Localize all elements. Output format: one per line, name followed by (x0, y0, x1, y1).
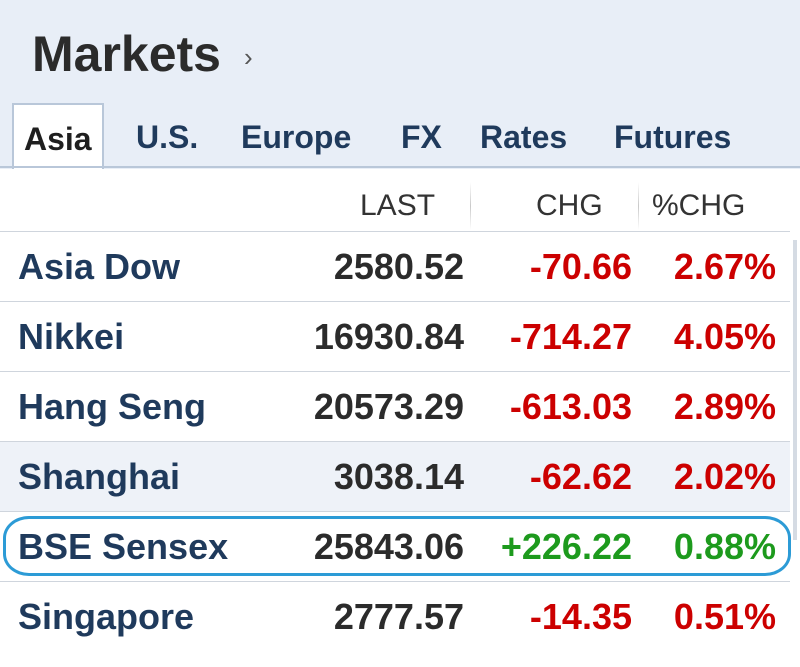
column-divider (638, 182, 639, 230)
column-header-last: LAST (360, 189, 436, 222)
change-value: -14.35 (529, 596, 632, 637)
table-row[interactable]: Shanghai 3038.14 -62.62 2.02% (0, 441, 790, 512)
last-value: 3038.14 (333, 456, 464, 497)
tab-rates[interactable]: Rates (480, 119, 568, 155)
table-row[interactable]: Asia Dow 2580.52 -70.66 2.67% (0, 231, 790, 302)
last-value: 25843.06 (313, 526, 464, 567)
index-name[interactable]: Shanghai (18, 456, 181, 497)
change-value: -613.03 (509, 386, 632, 427)
chevron-right-icon[interactable]: › (244, 42, 253, 72)
highlight-outline (3, 516, 791, 576)
index-name[interactable]: Nikkei (18, 316, 125, 357)
tab-europe[interactable]: Europe (241, 119, 352, 155)
markets-header: Markets › Asia U.S. Europe FX Rates Futu… (0, 0, 800, 169)
change-value: -70.66 (529, 246, 632, 287)
last-value: 2777.57 (333, 596, 464, 637)
last-value: 20573.29 (313, 386, 464, 427)
index-name[interactable]: Hang Seng (18, 386, 207, 427)
column-divider (470, 182, 471, 230)
tab-fx[interactable]: FX (401, 119, 442, 155)
percent-change-value: 2.89% (673, 386, 776, 427)
change-value: -714.27 (509, 316, 632, 357)
table-row[interactable]: Singapore 2777.57 -14.35 0.51% (0, 581, 790, 652)
last-value: 2580.52 (333, 246, 464, 287)
change-value: -62.62 (529, 456, 632, 497)
change-value: +226.22 (500, 526, 632, 567)
percent-change-value: 2.67% (673, 246, 776, 287)
index-name[interactable]: Singapore (18, 596, 195, 637)
table-row[interactable]: BSE Sensex 25843.06 +226.22 0.88% (0, 511, 790, 582)
column-header-chg: CHG (536, 189, 603, 222)
table-row[interactable]: Hang Seng 20573.29 -613.03 2.89% (0, 371, 790, 442)
percent-change-value: 2.02% (673, 456, 776, 497)
percent-change-value: 4.05% (673, 316, 776, 357)
tab-us[interactable]: U.S. (136, 119, 199, 155)
column-header-pct: %CHG (652, 189, 746, 222)
scrollbar[interactable] (793, 240, 797, 540)
index-name[interactable]: BSE Sensex (18, 526, 229, 567)
index-name[interactable]: Asia Dow (18, 246, 181, 287)
percent-change-value: 0.88% (673, 526, 776, 567)
market-tabs: Asia U.S. Europe FX Rates Futures (0, 103, 800, 169)
table-row[interactable]: Nikkei 16930.84 -714.27 4.05% (0, 301, 790, 372)
percent-change-value: 0.51% (673, 596, 776, 637)
page-title[interactable]: Markets (32, 26, 221, 82)
tab-underline (0, 166, 800, 168)
tab-futures[interactable]: Futures (614, 119, 732, 155)
tab-asia[interactable]: Asia (12, 103, 104, 169)
last-value: 16930.84 (313, 316, 464, 357)
